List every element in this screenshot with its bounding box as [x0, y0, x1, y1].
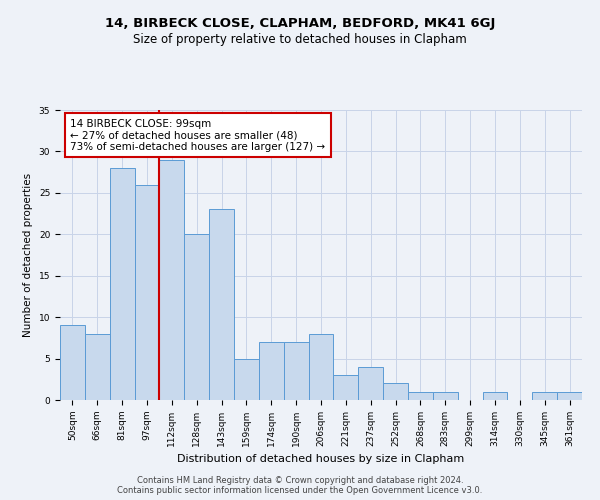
Bar: [358, 367, 383, 400]
Bar: [134, 184, 160, 400]
Bar: [234, 358, 259, 400]
Bar: [308, 334, 334, 400]
Bar: [433, 392, 458, 400]
Bar: [334, 375, 358, 400]
Bar: [383, 384, 408, 400]
Bar: [110, 168, 134, 400]
Bar: [60, 326, 85, 400]
Bar: [184, 234, 209, 400]
Bar: [482, 392, 508, 400]
Bar: [160, 160, 184, 400]
Bar: [259, 342, 284, 400]
Bar: [284, 342, 308, 400]
Bar: [209, 210, 234, 400]
Text: Size of property relative to detached houses in Clapham: Size of property relative to detached ho…: [133, 32, 467, 46]
Bar: [532, 392, 557, 400]
Text: Contains HM Land Registry data © Crown copyright and database right 2024.
Contai: Contains HM Land Registry data © Crown c…: [118, 476, 482, 495]
X-axis label: Distribution of detached houses by size in Clapham: Distribution of detached houses by size …: [178, 454, 464, 464]
Text: 14, BIRBECK CLOSE, CLAPHAM, BEDFORD, MK41 6GJ: 14, BIRBECK CLOSE, CLAPHAM, BEDFORD, MK4…: [105, 18, 495, 30]
Bar: [557, 392, 582, 400]
Y-axis label: Number of detached properties: Number of detached properties: [23, 173, 33, 337]
Text: 14 BIRBECK CLOSE: 99sqm
← 27% of detached houses are smaller (48)
73% of semi-de: 14 BIRBECK CLOSE: 99sqm ← 27% of detache…: [70, 118, 326, 152]
Bar: [408, 392, 433, 400]
Bar: [85, 334, 110, 400]
